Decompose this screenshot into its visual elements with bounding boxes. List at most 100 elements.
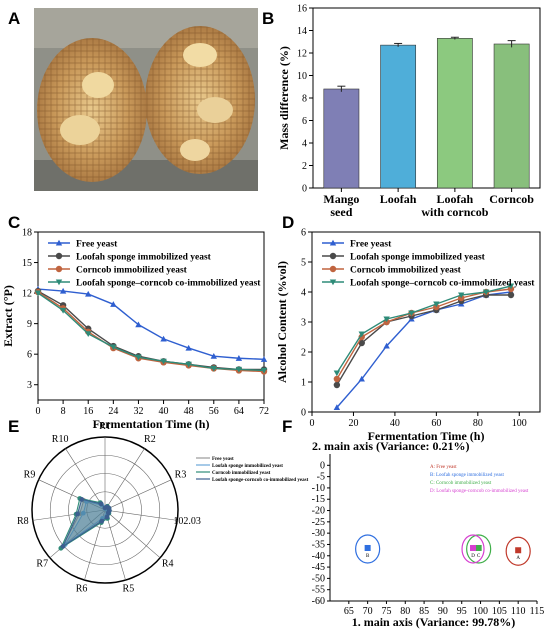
chart-e-axis-label: 102.03 <box>173 516 201 527</box>
chart-d-point <box>408 310 415 317</box>
chart-b-bar <box>380 44 417 189</box>
chart-e-point <box>75 511 80 517</box>
chart-d-ylabel: Alcohol Content (%vol) <box>275 261 289 383</box>
panel-a-photo <box>34 8 258 191</box>
chart-f-point <box>475 544 482 551</box>
chart-f-point <box>364 544 371 551</box>
chart-d-xtick-label: 20 <box>348 418 358 429</box>
chart-c-point <box>260 356 268 362</box>
chart-c-legend-label: Corncob immobilized yeast <box>76 266 188 276</box>
chart-c-frame <box>37 231 265 401</box>
panel-label-c: C <box>8 213 20 232</box>
chart-f-xtick-label: 90 <box>438 606 448 617</box>
chart-d-legend-marker <box>329 265 337 273</box>
chart-e-legend-label: Corncob immobilized yeast <box>212 471 271 476</box>
chart-c-point <box>160 358 167 365</box>
chart-d-legend-label: Loofah sponge immobilized yeast <box>350 253 486 263</box>
chart-f-ytick-label: -45 <box>312 562 325 573</box>
chart-d-legend-label: Loofah sponge–corncob co-immobilized yea… <box>350 279 535 289</box>
chart-e-spoke <box>104 509 161 559</box>
chart-e-spoke <box>49 509 106 559</box>
chart-c-legend-marker <box>55 279 63 286</box>
chart-d-point <box>333 375 341 383</box>
chart-f-xtick-label: 105 <box>492 606 507 617</box>
chart-c-xtick-label: 72 <box>259 406 269 417</box>
chart-f-xlabel: 1. main axis (Variance: 99.78%) <box>352 615 516 629</box>
chart-c-ytick-label: 3 <box>27 380 32 391</box>
chart-c-xtick-label: 56 <box>209 406 219 417</box>
chart-d-point <box>433 301 440 308</box>
chart-c-point <box>260 367 268 374</box>
chart-c-xtick-label: 8 <box>61 406 66 417</box>
chart-c-point <box>34 290 42 297</box>
chart-b-ytick-label: 8 <box>302 94 307 105</box>
chart-c-xtick-label: 0 <box>36 406 41 417</box>
chart-f-ytick-label: 0 <box>320 460 325 471</box>
chart-d-point <box>333 404 341 411</box>
chart-f-ytick-label: -20 <box>312 506 325 517</box>
chart-f-ytick-label: -60 <box>312 596 325 607</box>
chart-b-ytick-label: 2 <box>302 161 307 172</box>
chart-b-ytick-label: 6 <box>302 116 307 127</box>
chart-f-legend-label: C: Corncob immobilized yeast <box>430 481 492 486</box>
chart-e-legend-label: Loofah sponge immobilized yeast <box>212 464 283 469</box>
chart-f-xtick-label: 95 <box>457 606 467 617</box>
chart-e-axis-label: R6 <box>76 584 88 595</box>
chart-d-legend-label: Free yeast <box>350 240 392 250</box>
chart-c-xtick-label: 48 <box>184 406 194 417</box>
chart-f-title: 2. main axis (Variance: 0.21%) <box>312 439 470 453</box>
chart-d-legend-marker <box>329 279 337 286</box>
chart-d-series-line <box>336 294 511 386</box>
chart-b-ytick-label: 10 <box>297 71 307 82</box>
chart-b-bar <box>436 38 473 189</box>
chart-d-xtick-label: 0 <box>310 418 315 429</box>
chart-f-ytick-label: -30 <box>312 528 325 539</box>
chart-e-spoke <box>104 479 172 511</box>
chart-c-series-line <box>37 292 265 372</box>
chart-c-legend-label: Loofah sponge immobilized yeast <box>76 253 212 263</box>
chart-d-xtick-label: 40 <box>390 418 400 429</box>
chart-c-point <box>160 335 167 342</box>
panel-label-a: A <box>8 9 20 28</box>
chart-d-point <box>333 370 341 377</box>
chart-e-spoke <box>104 509 178 521</box>
chart-e-axis-label: R8 <box>17 516 29 527</box>
chart-b-ytick-label: 4 <box>302 139 307 150</box>
chart-e-spoke <box>32 509 106 521</box>
chart-d-point <box>358 375 365 382</box>
chart-e-point <box>60 543 66 549</box>
chart-f-legend-label: B: Loofah sponge immobilized yeast <box>430 473 504 478</box>
chart-c-legend-marker <box>55 252 63 260</box>
chart-f-xtick-label: 80 <box>400 606 410 617</box>
chart-b-ytick-label: 0 <box>302 184 307 195</box>
chart-e-point <box>80 510 86 516</box>
chart-f-ytick-label: -50 <box>312 573 325 584</box>
chart-d-point <box>383 342 390 349</box>
chart-b-ytick-label: 12 <box>297 49 307 60</box>
chart-f-point <box>470 544 477 551</box>
chart-c-point <box>110 301 117 307</box>
chart-c-xtick-label: 16 <box>83 406 93 417</box>
panel-label-b: B <box>262 9 274 28</box>
chart-c-ytick-label: 15 <box>22 258 32 269</box>
chart-b-category-label: Corncob <box>489 192 534 206</box>
chart-f-ytick-label: -5 <box>317 472 325 483</box>
panel-label-f: F <box>282 417 292 436</box>
chart-c-point <box>59 307 67 314</box>
chart-f-point <box>515 547 522 554</box>
chart-c-legend-label: Free yeast <box>76 240 118 250</box>
chart-d-point <box>333 381 341 389</box>
chart-d-point <box>458 292 465 299</box>
chart-d-legend-marker <box>329 239 337 246</box>
chart-f-group-ellipse <box>461 534 485 564</box>
chart-f-ytick-label: -10 <box>312 483 325 494</box>
chart-f-xtick-label: 75 <box>381 606 391 617</box>
chart-c-xtick-label: 24 <box>108 406 118 417</box>
chart-d-point <box>383 316 390 323</box>
chart-f-point-label: A <box>516 556 520 561</box>
chart-f-ytick-label: -25 <box>312 517 325 528</box>
chart-d-point <box>507 291 515 299</box>
chart-b-bar <box>323 88 360 189</box>
chart-f-point-label: D <box>471 554 475 559</box>
